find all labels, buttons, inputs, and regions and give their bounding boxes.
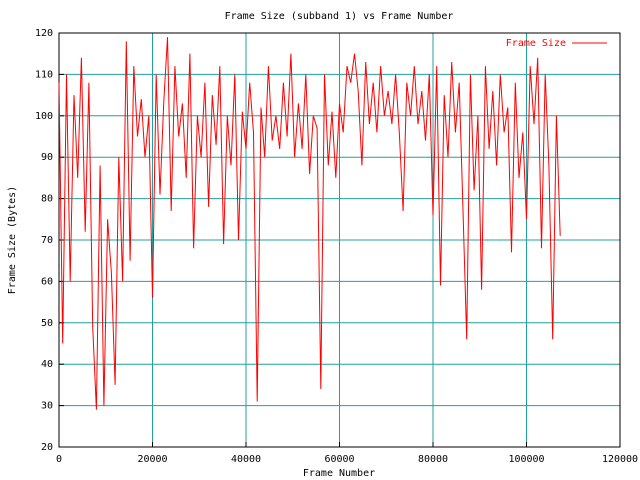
- legend-label: Frame Size: [506, 38, 566, 49]
- chart-title: Frame Size (subband 1) vs Frame Number: [225, 11, 454, 22]
- y-tick-label: 60: [41, 276, 53, 287]
- y-tick-label: 120: [35, 28, 53, 39]
- y-tick-label: 80: [41, 194, 53, 205]
- x-tick-label: 20000: [137, 454, 167, 465]
- data-line: [58, 37, 561, 410]
- y-tick-label: 20: [41, 442, 53, 453]
- x-tick-label: 40000: [231, 454, 261, 465]
- x-tick-label: 120000: [602, 454, 638, 465]
- x-tick-label: 60000: [324, 454, 354, 465]
- x-tick-label: 80000: [418, 454, 448, 465]
- y-tick-label: 50: [41, 318, 53, 329]
- x-tick-label: 100000: [508, 454, 544, 465]
- y-tick-label: 30: [41, 401, 53, 412]
- y-tick-label: 90: [41, 152, 53, 163]
- x-tick-label: 0: [56, 454, 62, 465]
- y-tick-label: 40: [41, 359, 53, 370]
- y-axis-label: Frame Size (Bytes): [7, 186, 18, 294]
- y-tick-label: 70: [41, 235, 53, 246]
- plot-border: [58, 32, 621, 448]
- y-tick-label: 110: [35, 69, 53, 80]
- x-axis-label: Frame Number: [303, 468, 375, 479]
- y-tick-label: 100: [35, 111, 53, 122]
